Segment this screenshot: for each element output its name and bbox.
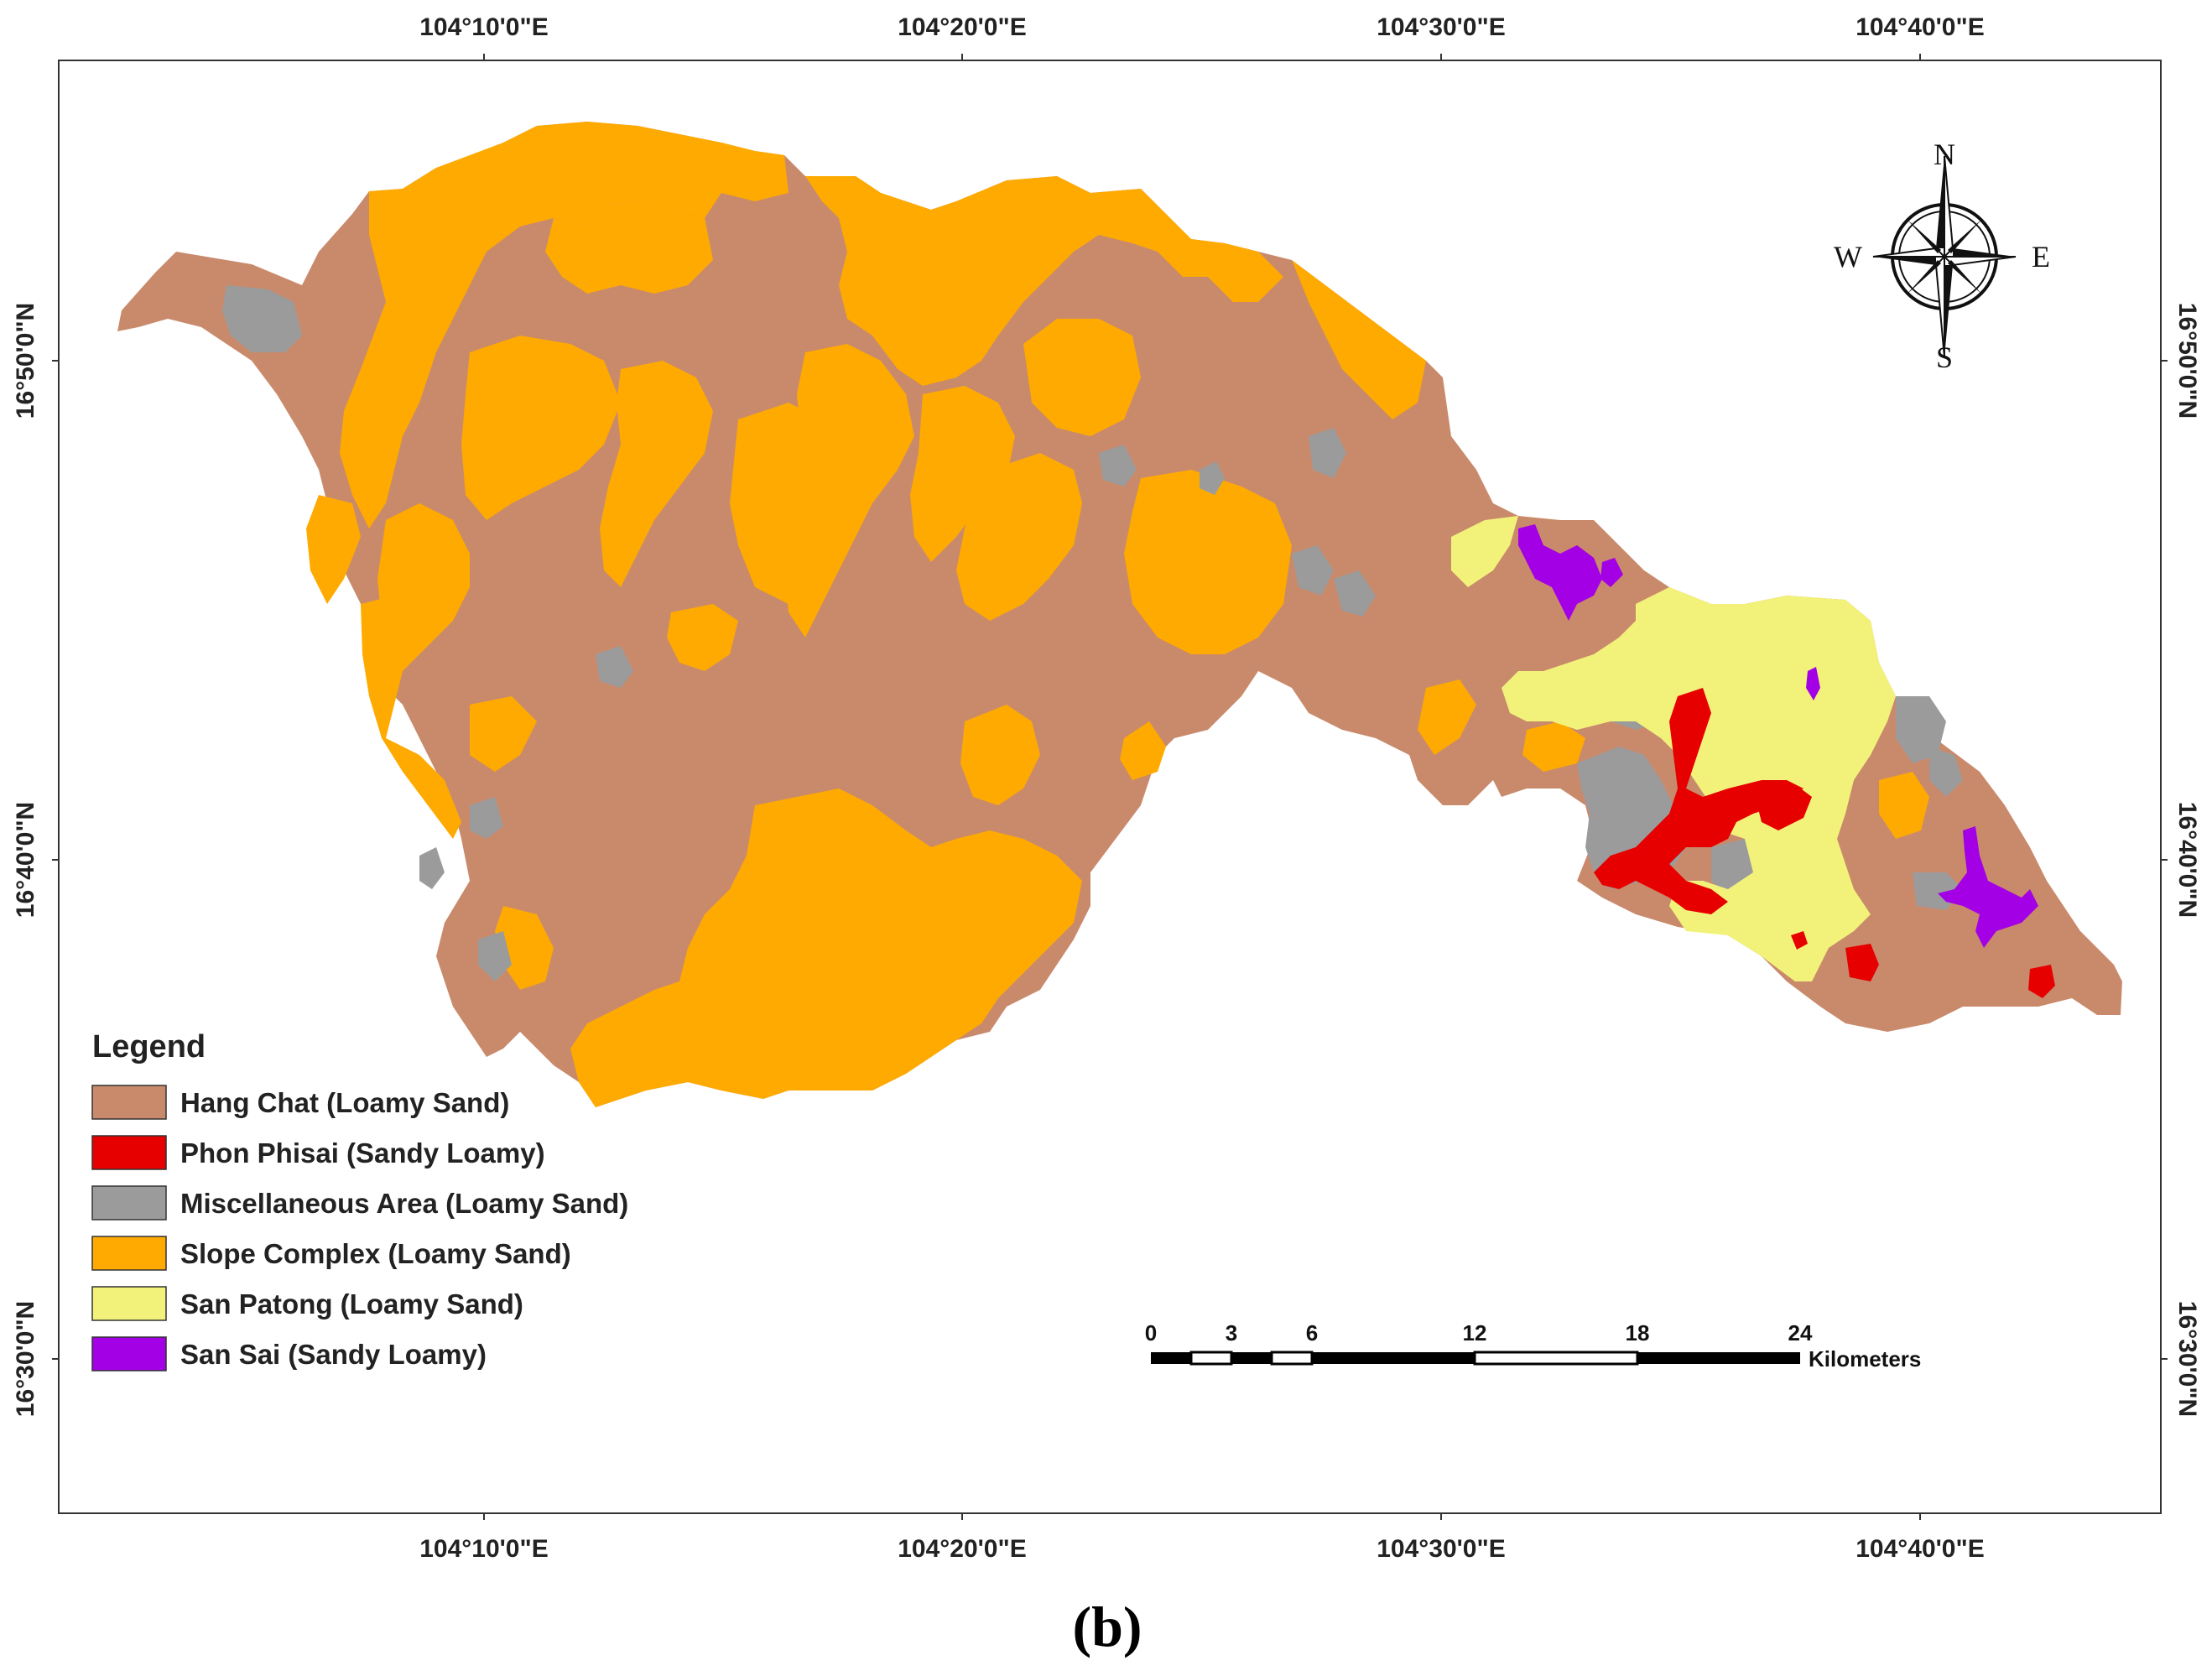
legend-swatch-hang-chat (91, 1085, 167, 1120)
legend-label-san-sai: San Sai (Sandy Loamy) (180, 1339, 487, 1370)
left-axis-label: 16°40'0"N (12, 802, 39, 918)
compass-east-label: E (2032, 240, 2050, 273)
soil-san-sai-regions (1518, 524, 2038, 948)
compass-north-label: N (1934, 138, 1955, 171)
scale-tick-label: 12 (1463, 1320, 1487, 1345)
scale-tick-label: 18 (1626, 1320, 1650, 1345)
legend-swatch-san-patong (91, 1286, 167, 1321)
right-axis-label: 16°40'0"N (2173, 802, 2201, 918)
scale-bar-segment (1270, 1351, 1314, 1366)
legend-label-phon-phisai: Phon Phisai (Sandy Loamy) (180, 1137, 545, 1169)
panel-label: (b) (1072, 1595, 1142, 1658)
bottom-axis-label: 104°40'0"E (1855, 1535, 1984, 1563)
scale-bar-segment (1473, 1351, 1639, 1366)
legend-label-miscellaneous: Miscellaneous Area (Loamy Sand) (180, 1188, 628, 1219)
tick-marks (52, 54, 2168, 1520)
soil-slope-complex-regions (306, 122, 1929, 1107)
top-axis-label: 104°30'0"E (1377, 13, 1505, 41)
bottom-axis-label: 104°30'0"E (1377, 1535, 1505, 1563)
legend-title: Legend (92, 1029, 206, 1064)
left-axis-label: 16°30'0"N (12, 1301, 39, 1417)
scale-bar-segment (1189, 1351, 1233, 1366)
legend-swatch-san-sai (91, 1336, 167, 1372)
scale-bar: 0 3 6 12 18 24 Kilometers (1145, 1320, 1922, 1372)
scale-bar-segment (1151, 1352, 1191, 1364)
scale-unit-label: Kilometers (1809, 1346, 1921, 1372)
compass-south-label: S (1936, 341, 1953, 374)
left-axis-label: 16°50'0"N (12, 303, 39, 419)
legend-label-san-patong: San Patong (Loamy Sand) (180, 1288, 523, 1319)
compass-west-label: W (1834, 240, 1862, 273)
bottom-axis-label: 104°10'0"E (419, 1535, 548, 1563)
soil-san-patong-regions (1451, 516, 1896, 981)
scale-bar-segment (1231, 1352, 1272, 1364)
watershed-map (117, 122, 2122, 1107)
scale-tick-label: 0 (1145, 1320, 1157, 1345)
legend-swatch-phon-phisai (91, 1135, 167, 1170)
north-arrow-compass: N S W E (1834, 138, 2050, 374)
top-axis-label: 104°20'0"E (898, 13, 1026, 41)
scale-bar-segment (1312, 1352, 1475, 1364)
scale-tick-label: 3 (1226, 1320, 1237, 1345)
soil-phon-phisai-regions (1594, 688, 2055, 998)
bottom-axis-label: 104°20'0"E (898, 1535, 1026, 1563)
right-axis-label: 16°50'0"N (2173, 303, 2201, 419)
top-axis-label: 104°10'0"E (419, 13, 548, 41)
legend-swatch-miscellaneous (91, 1185, 167, 1221)
right-axis-label: 16°30'0"N (2173, 1301, 2201, 1417)
legend-label-hang-chat: Hang Chat (Loamy Sand) (180, 1087, 509, 1118)
scale-tick-label: 24 (1788, 1320, 1813, 1345)
scale-tick-label: 6 (1306, 1320, 1318, 1345)
legend-swatch-slope-complex (91, 1236, 167, 1271)
legend-label-slope-complex: Slope Complex (Loamy Sand) (180, 1238, 571, 1269)
legend: Legend Hang Chat (Loamy Sand) Phon Phisa… (91, 1029, 628, 1372)
scale-bar-segment (1637, 1352, 1800, 1364)
top-axis-label: 104°40'0"E (1855, 13, 1984, 41)
